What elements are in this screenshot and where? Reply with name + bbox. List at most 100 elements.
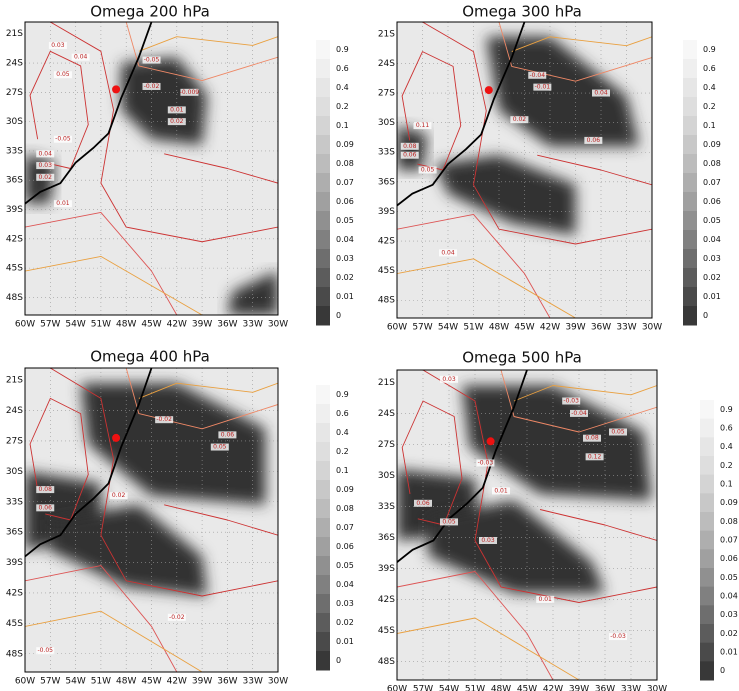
- contour-label: 0.04: [39, 150, 53, 157]
- lon-label: 30W: [647, 685, 667, 691]
- panel-title: Omega 500 hPa: [462, 349, 582, 367]
- contour-label: -0.03: [610, 633, 626, 640]
- lat-label: 39S: [6, 558, 23, 568]
- contour-label: -0.03: [478, 460, 494, 467]
- contour-label-box: [142, 56, 161, 64]
- lat-label: 36S: [378, 533, 395, 543]
- colorbar-swatch: [316, 480, 330, 500]
- colorbar-label: 0.2: [336, 447, 349, 456]
- contour-line: [500, 370, 657, 433]
- colorbar-swatch: [316, 249, 330, 269]
- colorbar-swatch: [700, 568, 714, 588]
- contour-label-box: [53, 200, 72, 208]
- station-marker: [112, 85, 121, 94]
- contour-line: [50, 22, 278, 243]
- lat-label: 39S: [378, 564, 395, 574]
- map-panel: Omega 300 hPa -0.04 -0.01 0.04 0.02 0.11 0.08 0…: [378, 3, 721, 333]
- colorbar-label: 0.03: [336, 254, 354, 263]
- lat-label: 48S: [6, 293, 23, 303]
- contour-label-box: [570, 409, 588, 417]
- lon-label: 36W: [217, 677, 237, 687]
- station-marker: [486, 437, 495, 446]
- colorbar-label: 0.02: [720, 629, 738, 638]
- contour-label: -0.02: [169, 614, 185, 621]
- map-area: -0.04 -0.01 0.04 0.02 0.11 0.08 0.06 0.05 0.06 0.…: [397, 22, 652, 318]
- contour-label-box: [413, 122, 432, 130]
- contour-label-box: [167, 613, 186, 621]
- colorbar-label: 0: [336, 311, 341, 320]
- contour-label: -0.04: [529, 72, 545, 79]
- colorbar-label: 0.04: [336, 235, 354, 244]
- lat-label: 45S: [378, 626, 395, 636]
- contour-label: 0.01: [539, 596, 553, 603]
- contour-label: -0.03: [563, 398, 579, 405]
- contour-label: 0.06: [416, 500, 430, 507]
- lon-label: 48W: [489, 323, 509, 333]
- contour-label: 0.08: [585, 435, 599, 442]
- lat-label: 30S: [378, 118, 395, 128]
- colorbar-swatch: [683, 230, 697, 250]
- contour-label: 0.05: [56, 71, 70, 78]
- contour-label-box: [167, 118, 186, 126]
- colorbar-swatch: [683, 268, 697, 288]
- colorbar-swatch: [683, 173, 697, 193]
- contour-line: [138, 382, 278, 399]
- panel-title: Omega 200 hPa: [90, 3, 210, 21]
- colorbar-swatch: [316, 499, 330, 519]
- lat-label: 36S: [378, 177, 395, 187]
- lon-label: 60W: [15, 677, 35, 687]
- lat-label: 24S: [6, 406, 23, 416]
- contour-label: 0.08: [403, 143, 417, 150]
- colorbar-label: 0.1: [720, 480, 733, 489]
- lon-label: 39W: [565, 323, 585, 333]
- colorbar-swatch: [316, 556, 330, 576]
- omega-shading: [227, 271, 278, 315]
- contour-label: 0.01: [494, 487, 508, 494]
- colorbar-label: 0.4: [336, 428, 349, 437]
- lon-label: 45W: [514, 323, 534, 333]
- colorbar-label: 0.9: [336, 390, 349, 399]
- colorbar-label: 0.09: [703, 140, 721, 149]
- contour-label-box: [71, 53, 90, 61]
- lat-label: 45S: [6, 619, 23, 629]
- colorbar-label: 0.05: [336, 216, 354, 225]
- lat-label: 24S: [6, 59, 23, 69]
- contour-label-box: [36, 486, 55, 494]
- colorbar-swatch: [316, 537, 330, 557]
- colorbar-swatch: [316, 423, 330, 443]
- colorbar-label: 0.02: [703, 273, 721, 282]
- colorbar-label: 0.03: [703, 254, 721, 263]
- contour-label-box: [155, 416, 174, 424]
- colorbar-swatch: [316, 575, 330, 595]
- lat-label: 42S: [378, 237, 395, 247]
- colorbar-swatch: [683, 306, 697, 326]
- contour-label: 0.04: [594, 90, 608, 97]
- contour-label-box: [400, 151, 419, 159]
- lon-label: 30W: [642, 323, 662, 333]
- contour-label: -0.05: [144, 57, 160, 64]
- lat-label: 48S: [378, 296, 395, 306]
- lat-label: 33S: [378, 502, 395, 512]
- colorbar-label: 0.01: [336, 292, 354, 301]
- contour-label-box: [439, 249, 457, 257]
- lon-label: 36W: [217, 320, 237, 330]
- contour-label-box: [492, 487, 510, 495]
- coastline: [25, 22, 153, 205]
- lon-label: 42W: [167, 320, 187, 330]
- colorbar-label: 0.09: [336, 485, 354, 494]
- lat-label: 21S: [378, 378, 395, 388]
- contour-label: 0.11: [416, 122, 430, 129]
- colorbar-swatch: [316, 116, 330, 136]
- map-border: [396, 369, 658, 681]
- colorbar-label: 0.9: [336, 45, 349, 54]
- lat-label: 24S: [378, 59, 395, 69]
- lon-label: 54W: [439, 685, 459, 691]
- contour-label-box: [476, 459, 495, 467]
- coastline: [397, 22, 526, 207]
- lat-label: 45S: [378, 266, 395, 276]
- colorbar-swatch: [316, 40, 330, 60]
- contour-line: [164, 153, 278, 184]
- lon-label: 57W: [413, 685, 433, 691]
- lon-label: 42W: [543, 685, 563, 691]
- contour-label: -0.02: [156, 416, 172, 423]
